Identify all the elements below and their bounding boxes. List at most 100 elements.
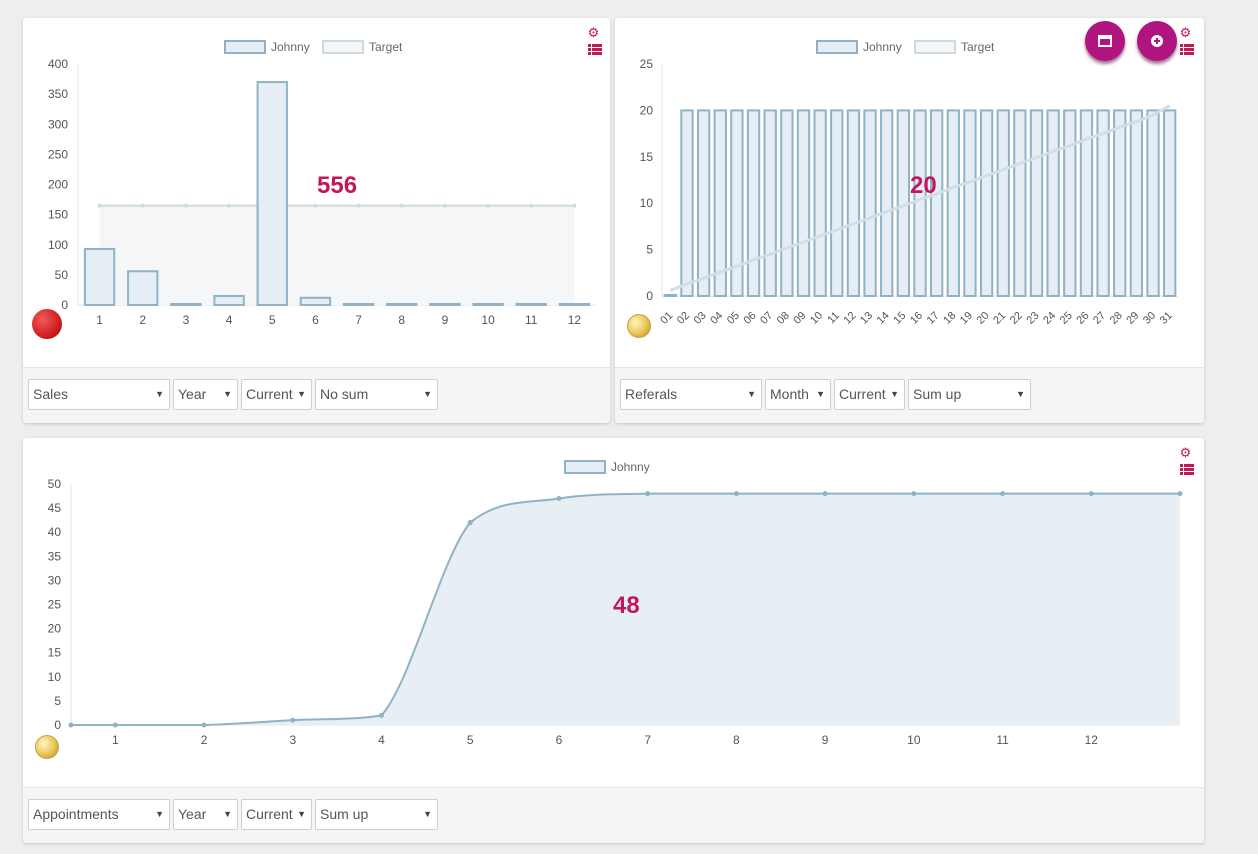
y-tick-label: 25	[48, 598, 62, 612]
bar	[730, 109, 744, 298]
x-tick-label: 1	[112, 733, 119, 747]
bar	[1046, 109, 1060, 298]
range-select[interactable]: Current ▼	[241, 379, 312, 410]
x-tick-label: 27	[1091, 310, 1108, 327]
y-tick-label: 35	[48, 549, 62, 563]
y-tick-label: 15	[640, 150, 654, 164]
x-tick-label: 12	[1085, 733, 1099, 747]
target-point	[529, 203, 534, 208]
chevron-down-icon: ▼	[155, 389, 164, 399]
x-tick-label: 01	[658, 310, 675, 327]
range-select[interactable]: Current ▼	[241, 799, 312, 830]
target-point	[442, 203, 447, 208]
bar	[846, 109, 861, 298]
aggregate-select[interactable]: Sum up ▼	[908, 379, 1031, 410]
metric-select[interactable]: Appointments ▼	[28, 799, 170, 830]
legend-swatch	[224, 40, 266, 54]
bar	[946, 109, 960, 298]
red-ball-icon	[32, 309, 62, 339]
range-select[interactable]: Current ▼	[834, 379, 905, 410]
target-point	[227, 203, 232, 208]
target-point	[486, 203, 491, 208]
list-icon[interactable]	[588, 44, 602, 55]
bar	[1029, 109, 1044, 298]
y-tick-label: 250	[48, 147, 68, 161]
data-point	[733, 491, 739, 497]
data-point	[822, 491, 828, 497]
legend-label: Johnny	[863, 40, 902, 54]
y-tick-label: 25	[640, 57, 654, 71]
bar	[1096, 109, 1110, 298]
gear-icon[interactable]: ⚙	[1179, 445, 1192, 460]
range-select-value: Current	[839, 386, 886, 402]
data-point	[112, 722, 118, 728]
y-tick-label: 150	[48, 208, 68, 222]
bar	[558, 303, 591, 306]
metric-select[interactable]: Referals ▼	[620, 379, 762, 410]
y-tick-label: 15	[48, 646, 62, 660]
chevron-down-icon: ▼	[816, 389, 825, 399]
x-tick-label: 31	[1158, 310, 1175, 327]
chevron-down-icon: ▼	[297, 809, 306, 819]
y-tick-label: 50	[48, 477, 62, 491]
bar	[127, 270, 159, 306]
x-tick-label: 07	[758, 310, 775, 327]
list-icon[interactable]	[1180, 464, 1194, 475]
period-select[interactable]: Month ▼	[765, 379, 831, 410]
x-tick-label: 9	[822, 733, 829, 747]
add-fab-button[interactable]	[1137, 21, 1177, 61]
target-point	[140, 203, 145, 208]
list-icon[interactable]	[1180, 44, 1194, 55]
data-point	[379, 712, 385, 718]
metric-select-value: Referals	[625, 386, 678, 402]
x-tick-label: 10	[808, 310, 825, 327]
x-tick-label: 11	[825, 310, 842, 327]
bar	[763, 109, 777, 298]
x-tick-label: 5	[269, 313, 276, 327]
coin-icon	[627, 314, 651, 338]
metric-select[interactable]: Sales ▼	[28, 379, 170, 410]
x-tick-label: 19	[958, 310, 975, 327]
bar	[979, 109, 994, 298]
y-tick-label: 20	[640, 103, 654, 117]
y-tick-label: 400	[48, 57, 68, 71]
x-tick-label: 2	[201, 733, 208, 747]
bar	[213, 294, 245, 306]
y-tick-label: 200	[48, 178, 68, 192]
window-fab-button[interactable]	[1085, 21, 1125, 61]
legend-swatch	[914, 40, 956, 54]
legend-label: Target	[961, 40, 995, 54]
aggregate-select-value: No sum	[320, 386, 369, 402]
bar	[299, 296, 332, 306]
x-tick-label: 9	[442, 313, 449, 327]
x-tick-label: 10	[907, 733, 921, 747]
x-tick-label: 02	[675, 310, 692, 327]
bar	[929, 109, 944, 298]
aggregate-select[interactable]: Sum up ▼	[315, 799, 438, 830]
x-tick-label: 5	[467, 733, 474, 747]
data-point	[1088, 491, 1094, 497]
period-select[interactable]: Year ▼	[173, 379, 238, 410]
bar	[746, 109, 761, 298]
x-tick-label: 14	[875, 310, 892, 327]
y-tick-label: 300	[48, 117, 68, 131]
aggregate-select[interactable]: No sum ▼	[315, 379, 438, 410]
bar	[472, 303, 504, 306]
gear-icon[interactable]: ⚙	[587, 25, 600, 40]
period-select[interactable]: Year ▼	[173, 799, 238, 830]
sales-controls: Sales ▼ Year ▼ Current ▼ No sum ▼	[23, 367, 610, 423]
chevron-down-icon: ▼	[423, 389, 432, 399]
data-point	[201, 722, 207, 728]
legend-swatch	[322, 40, 364, 54]
chevron-down-icon: ▼	[223, 389, 232, 399]
x-tick-label: 30	[1141, 310, 1158, 327]
add-circle-icon	[1137, 21, 1177, 61]
gear-icon[interactable]: ⚙	[1179, 25, 1192, 40]
bar	[680, 109, 694, 298]
data-point	[68, 722, 74, 728]
bar	[996, 109, 1010, 298]
bar	[796, 109, 811, 298]
bar	[780, 109, 794, 298]
y-tick-label: 5	[54, 694, 61, 708]
bar	[830, 109, 844, 298]
